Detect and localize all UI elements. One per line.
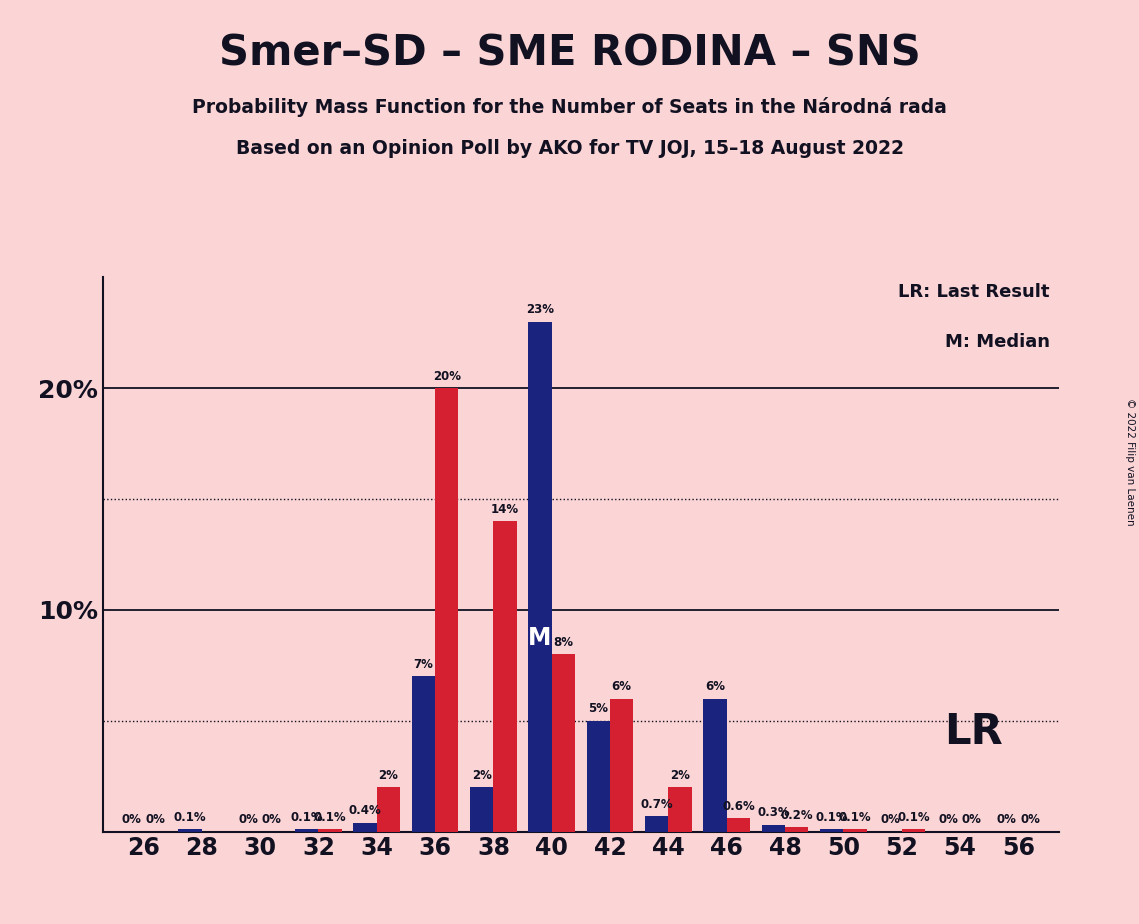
Text: 23%: 23% xyxy=(526,303,554,316)
Text: 5%: 5% xyxy=(589,702,608,715)
Text: 0.1%: 0.1% xyxy=(313,811,346,824)
Text: 6%: 6% xyxy=(612,680,632,693)
Bar xyxy=(762,825,785,832)
Text: 0.3%: 0.3% xyxy=(757,807,789,820)
Bar xyxy=(785,827,809,832)
Text: 8%: 8% xyxy=(554,636,573,649)
Text: LR: Last Result: LR: Last Result xyxy=(899,283,1050,300)
Text: 20%: 20% xyxy=(433,370,460,383)
Bar xyxy=(435,388,458,832)
Text: 2%: 2% xyxy=(670,769,690,782)
Text: 2%: 2% xyxy=(472,769,492,782)
Text: 0.7%: 0.7% xyxy=(640,797,673,810)
Text: 0.2%: 0.2% xyxy=(780,808,813,821)
Bar xyxy=(902,830,925,832)
Bar xyxy=(528,322,551,832)
Text: 0.1%: 0.1% xyxy=(838,811,871,824)
Bar xyxy=(319,830,342,832)
Bar xyxy=(727,819,751,832)
Bar xyxy=(820,830,843,832)
Text: LR: LR xyxy=(944,711,1002,753)
Text: Based on an Opinion Poll by AKO for TV JOJ, 15–18 August 2022: Based on an Opinion Poll by AKO for TV J… xyxy=(236,139,903,158)
Text: 0%: 0% xyxy=(1021,813,1040,826)
Bar xyxy=(843,830,867,832)
Bar xyxy=(704,699,727,832)
Text: 0.1%: 0.1% xyxy=(816,811,849,824)
Text: M: M xyxy=(528,626,551,650)
Text: 0%: 0% xyxy=(238,813,259,826)
Bar xyxy=(377,787,400,832)
Text: 0%: 0% xyxy=(880,813,900,826)
Text: © 2022 Filip van Laenen: © 2022 Filip van Laenen xyxy=(1125,398,1134,526)
Text: Probability Mass Function for the Number of Seats in the Národná rada: Probability Mass Function for the Number… xyxy=(192,97,947,117)
Text: 0%: 0% xyxy=(262,813,281,826)
Text: 6%: 6% xyxy=(705,680,726,693)
Bar xyxy=(645,816,669,832)
Text: 0.6%: 0.6% xyxy=(722,800,755,813)
Text: M: Median: M: Median xyxy=(944,333,1050,350)
Text: 0%: 0% xyxy=(122,813,141,826)
Bar xyxy=(493,521,517,832)
Text: 2%: 2% xyxy=(378,769,399,782)
Text: 7%: 7% xyxy=(413,658,433,671)
Text: 14%: 14% xyxy=(491,503,519,516)
Bar xyxy=(587,721,611,832)
Bar xyxy=(669,787,691,832)
Bar xyxy=(551,654,575,832)
Text: 0.1%: 0.1% xyxy=(898,811,929,824)
Text: 0.4%: 0.4% xyxy=(349,804,382,817)
Text: 0%: 0% xyxy=(939,813,958,826)
Text: 0.1%: 0.1% xyxy=(290,811,323,824)
Bar xyxy=(411,676,435,832)
Bar xyxy=(470,787,493,832)
Bar xyxy=(353,822,377,832)
Bar xyxy=(179,830,202,832)
Bar xyxy=(295,830,319,832)
Text: 0.1%: 0.1% xyxy=(174,811,206,824)
Text: 0%: 0% xyxy=(997,813,1017,826)
Text: Smer–SD – SME RODINA – SNS: Smer–SD – SME RODINA – SNS xyxy=(219,32,920,74)
Text: 0%: 0% xyxy=(961,813,982,826)
Text: 0%: 0% xyxy=(145,813,165,826)
Bar xyxy=(611,699,633,832)
